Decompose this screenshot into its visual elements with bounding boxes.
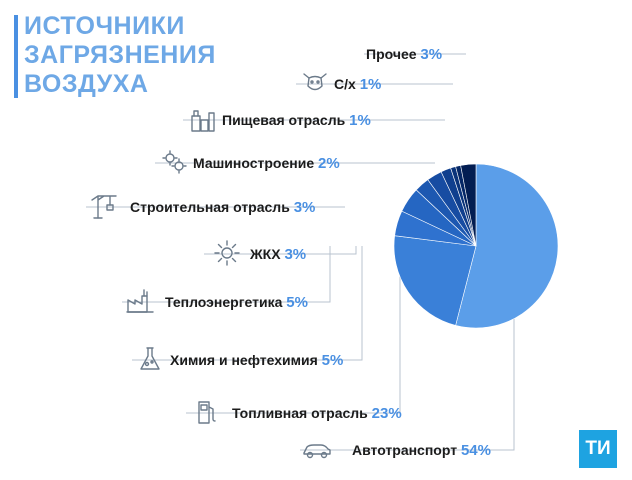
legend-percent-text: 2%: [318, 155, 340, 172]
legend-label: ЖКХ 3%: [250, 243, 306, 265]
gears-icon: [160, 147, 190, 177]
cow-icon: [300, 68, 330, 98]
legend-label: Автотранспорт 54%: [352, 439, 491, 461]
pie-slice: [455, 163, 559, 329]
title-line-2: ЗАГРЯЗНЕНИЯ: [24, 41, 216, 69]
legend-label: Строительная отрасль 3%: [130, 196, 315, 218]
legend-category-text: Пищевая отрасль: [222, 112, 350, 128]
legend-category-text: Прочее: [366, 46, 421, 62]
gear-icon: [212, 238, 242, 268]
legend-percent-text: 3%: [293, 199, 316, 216]
legend-category-text: Теплоэнергетика: [165, 294, 287, 310]
legend-category-text: Химия и нефтехимия: [170, 352, 322, 368]
factory-icon: [125, 286, 155, 316]
legend-percent-text: 5%: [286, 294, 308, 311]
legend-category-text: Машиностроение: [193, 155, 318, 171]
legend-category-text: Топливная отрасль: [232, 405, 372, 421]
legend-category-text: Строительная отрасль: [130, 199, 294, 215]
legend-percent-text: 1%: [349, 112, 371, 129]
brand-logo: ТИ: [579, 430, 617, 468]
food-icon: [188, 104, 218, 134]
legend-category-text: Автотранспорт: [352, 442, 461, 458]
pie-slice: [460, 163, 477, 247]
legend-percent-text: 3%: [420, 46, 443, 63]
legend-category-text: ЖКХ: [250, 246, 285, 262]
leader-line: [186, 246, 401, 414]
chart-title: ИСТОЧНИКИ ЗАГРЯЗНЕНИЯ ВОЗДУХА: [24, 12, 224, 99]
fuel-pump-icon: [190, 397, 220, 427]
legend-label: Прочее 3%: [366, 43, 442, 65]
legend-label: С/х 1%: [334, 73, 381, 95]
pie-slice: [393, 235, 477, 326]
leader-line: [204, 246, 357, 255]
car-icon: [302, 434, 332, 464]
legend-percent-text: 5%: [321, 352, 344, 369]
legend-percent-text: 54%: [460, 442, 491, 459]
legend-label: Теплоэнергетика 5%: [165, 291, 308, 313]
title-line-3: ВОЗДУХА: [24, 70, 149, 98]
title-accent-bar: [14, 15, 18, 98]
crane-icon: [90, 191, 120, 221]
flask-icon: [135, 344, 165, 374]
legend-percent-text: 1%: [359, 76, 382, 93]
legend-percent-text: 3%: [284, 246, 307, 263]
legend-label: Топливная отрасль 23%: [232, 402, 402, 424]
legend-label: Химия и нефтехимия 5%: [170, 349, 343, 371]
leader-line: [122, 246, 331, 303]
title-line-1: ИСТОЧНИКИ: [24, 12, 185, 40]
legend-percent-text: 23%: [371, 405, 402, 422]
legend-label: Пищевая отрасль 1%: [222, 109, 371, 131]
leader-line: [132, 246, 363, 361]
legend-category-text: С/х: [334, 76, 360, 92]
legend-label: Машиностроение 2%: [193, 152, 340, 174]
